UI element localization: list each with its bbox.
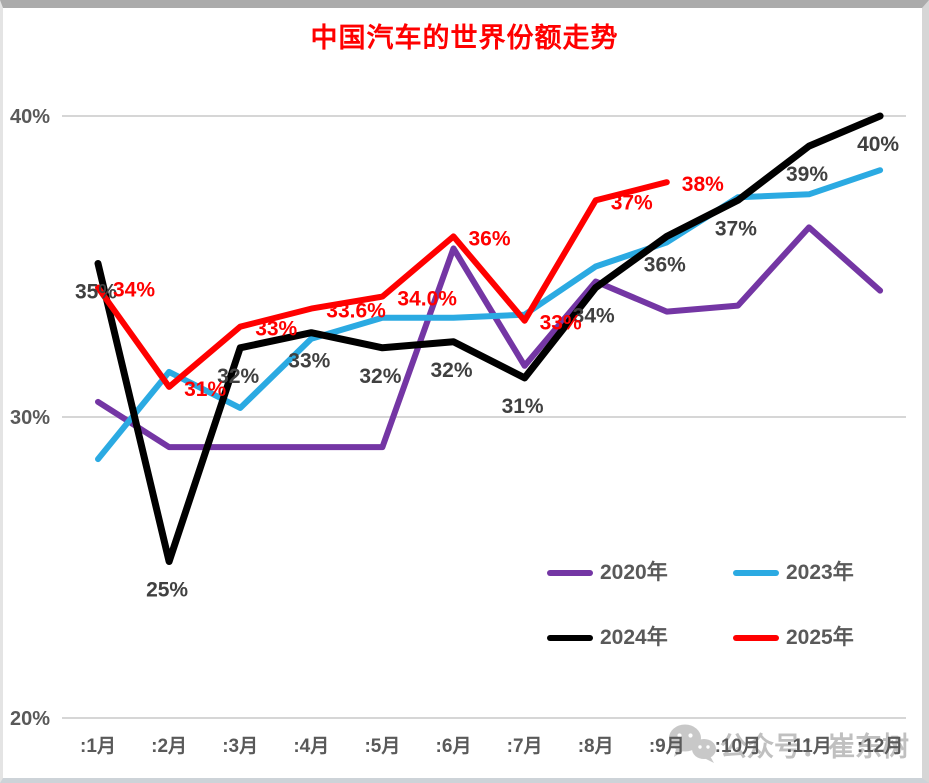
x-axis-label: :9月 xyxy=(649,736,685,757)
data-label-2025年: 33% xyxy=(255,318,297,341)
data-label-2024年: 31% xyxy=(502,395,544,418)
x-axis-label: :12月 xyxy=(857,736,903,757)
series-line-2024年 xyxy=(94,112,884,565)
data-label-2024年: 32% xyxy=(430,359,472,382)
data-label-2025年: 33% xyxy=(540,312,582,335)
page-title: 中国汽车的世界份额走势 xyxy=(310,23,619,53)
x-axis-label: :7月 xyxy=(507,736,543,757)
data-label-2024年: 40% xyxy=(857,133,899,156)
data-label-2025年: 34.0% xyxy=(397,288,457,311)
x-axis-label: :4月 xyxy=(293,736,329,757)
data-label-2025年: 33.6% xyxy=(326,300,386,323)
x-axis-label: :10月 xyxy=(715,736,761,757)
data-label-2024年: 34% xyxy=(573,305,615,328)
data-label-2024年: 36% xyxy=(644,253,686,276)
data-label-2024年: 39% xyxy=(786,163,828,186)
y-axis-label: 20% xyxy=(10,708,50,730)
x-axis-label: :3月 xyxy=(222,736,258,757)
x-axis-label: :2月 xyxy=(151,736,187,757)
wechat-icon xyxy=(666,722,718,766)
watermark: 公众号：崔东树 xyxy=(666,722,909,766)
x-axis-label: :8月 xyxy=(578,736,614,757)
series-line-2020年 xyxy=(95,224,884,451)
data-label-2024年: 35% xyxy=(75,280,117,303)
data-label-2024年: 32% xyxy=(217,365,259,388)
data-label-2024年: 33% xyxy=(288,350,330,373)
x-axis-label: :6月 xyxy=(436,736,472,757)
watermark-text: 公众号：崔东树 xyxy=(720,731,909,762)
y-axis-label: 30% xyxy=(10,407,50,429)
data-label-2024年: 32% xyxy=(359,365,401,388)
data-label-2025年: 34% xyxy=(113,279,155,302)
series-line-2025年 xyxy=(95,179,670,390)
x-axis-label: :5月 xyxy=(364,736,400,757)
data-label-2024年: 25% xyxy=(146,578,188,601)
x-axis-label: :1月 xyxy=(80,736,116,757)
data-label-2025年: 37% xyxy=(611,191,653,214)
data-label-2025年: 36% xyxy=(469,227,511,250)
data-label-2025年: 38% xyxy=(682,173,724,196)
data-label-2025年: 31% xyxy=(184,378,226,401)
x-axis-label: :11月 xyxy=(786,736,831,757)
series-line-2023年 xyxy=(95,167,884,463)
data-label-2024年: 37% xyxy=(715,217,757,240)
y-axis-label: 40% xyxy=(10,106,50,128)
